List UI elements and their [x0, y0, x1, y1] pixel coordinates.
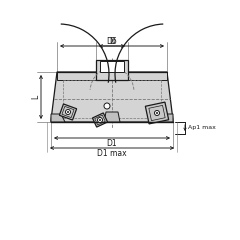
Circle shape: [66, 109, 71, 114]
Polygon shape: [95, 115, 105, 125]
Polygon shape: [51, 114, 65, 122]
Circle shape: [97, 118, 102, 122]
Polygon shape: [145, 102, 169, 124]
Circle shape: [104, 103, 110, 109]
Text: L: L: [31, 95, 41, 99]
Polygon shape: [159, 114, 173, 122]
Polygon shape: [100, 61, 124, 72]
Polygon shape: [59, 104, 77, 120]
Text: D6: D6: [107, 36, 117, 46]
Polygon shape: [128, 72, 167, 80]
Circle shape: [99, 119, 101, 121]
Circle shape: [67, 111, 69, 113]
Polygon shape: [92, 113, 108, 127]
Text: D1 max: D1 max: [97, 149, 127, 157]
Text: D1: D1: [107, 138, 117, 148]
Polygon shape: [104, 112, 120, 122]
Text: Ap1 max: Ap1 max: [188, 126, 216, 131]
Polygon shape: [149, 105, 165, 121]
Polygon shape: [62, 106, 74, 118]
Text: D: D: [109, 36, 115, 46]
Polygon shape: [51, 72, 173, 122]
Circle shape: [156, 112, 158, 114]
Polygon shape: [96, 60, 128, 80]
Circle shape: [155, 110, 160, 115]
Polygon shape: [57, 72, 96, 80]
